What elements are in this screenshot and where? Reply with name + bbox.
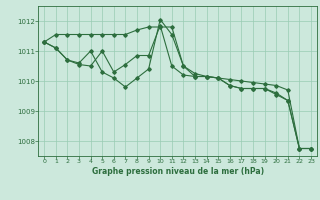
- X-axis label: Graphe pression niveau de la mer (hPa): Graphe pression niveau de la mer (hPa): [92, 167, 264, 176]
